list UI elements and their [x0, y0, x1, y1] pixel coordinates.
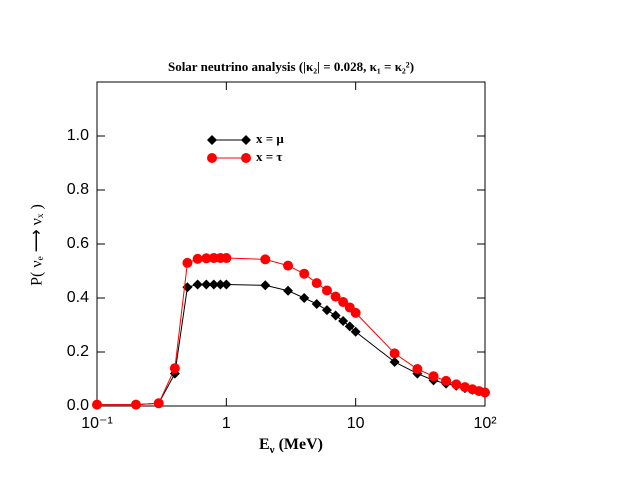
y-tick-label: 1.0: [67, 127, 89, 144]
point: [260, 280, 271, 291]
series-line: [97, 284, 486, 406]
point: [330, 310, 341, 321]
x-tick-label: 10²: [473, 415, 497, 432]
point: [169, 363, 180, 374]
y-tick-label: 0.4: [67, 289, 89, 306]
chart-title: Solar neutrino analysis (|κ₂| = 0.028, κ…: [168, 59, 414, 74]
point: [330, 291, 341, 302]
point: [459, 382, 470, 393]
point: [350, 326, 361, 337]
point: [221, 253, 232, 264]
x-tick-label: 10: [347, 415, 365, 432]
point: [428, 371, 439, 382]
point: [344, 321, 355, 332]
point: [389, 348, 400, 359]
point: [299, 293, 310, 303]
point: [412, 364, 423, 375]
legend-marker: [207, 135, 251, 145]
point: [350, 307, 361, 318]
point: [451, 379, 462, 390]
x-tick-label: 10⁻¹: [81, 415, 113, 432]
legend-label: x = μ: [256, 131, 284, 146]
point: [192, 253, 203, 264]
point: [321, 305, 332, 316]
point: [215, 279, 226, 290]
point: [283, 260, 294, 271]
y-tick-label: 0.2: [67, 343, 89, 360]
point: [338, 297, 349, 308]
point: [201, 253, 212, 264]
point: [153, 398, 164, 409]
point: [182, 257, 193, 268]
point: [208, 279, 219, 290]
point: [260, 254, 271, 265]
x-axis-label: Eν (MeV): [259, 436, 323, 456]
point: [311, 298, 322, 309]
x-tick-label: 1: [222, 415, 231, 432]
point: [201, 279, 212, 290]
legend-label: x = τ: [256, 149, 282, 164]
plot-frame: [96, 81, 486, 407]
point: [441, 375, 452, 386]
point: [480, 387, 490, 398]
point: [221, 279, 232, 290]
y-tick-label: 0.6: [67, 235, 89, 252]
point: [338, 315, 349, 326]
series-line: [97, 257, 486, 406]
point: [321, 285, 332, 296]
legend-marker: [207, 153, 217, 163]
point: [130, 399, 141, 410]
legend-marker: [241, 153, 251, 163]
point: [283, 285, 294, 296]
y-tick-label: 0.0: [67, 397, 89, 414]
point: [192, 279, 203, 290]
y-axis-label: P( νₑ ⟶ νₓ ): [29, 204, 46, 286]
point: [299, 268, 310, 279]
y-tick-label: 0.8: [67, 181, 89, 198]
point: [92, 399, 102, 410]
point: [389, 356, 400, 367]
point: [311, 278, 322, 289]
